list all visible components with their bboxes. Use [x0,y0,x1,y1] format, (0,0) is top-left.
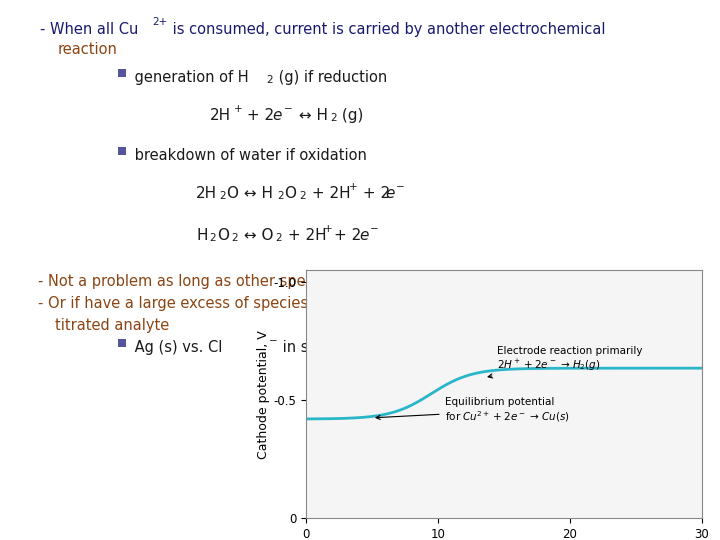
Text: O: O [284,186,296,201]
Text: + 2: + 2 [358,186,390,201]
Text: O ↔ H: O ↔ H [227,186,273,201]
Text: H: H [196,228,207,243]
Text: reaction: reaction [58,42,118,57]
Text: - When all Cu: - When all Cu [40,22,138,37]
Text: +: + [324,224,333,234]
Text: Ag (s) vs. Cl: Ag (s) vs. Cl [130,340,222,355]
Text: titrated analyte: titrated analyte [55,318,169,333]
Text: ↔ H: ↔ H [294,108,328,123]
Text: 2: 2 [275,233,282,243]
Text: + 2H: + 2H [307,186,351,201]
Text: 2: 2 [209,233,215,243]
Text: 2H: 2H [196,186,217,201]
Bar [118,339,126,347]
Text: in solution: in solution [278,340,359,355]
Text: +: + [349,182,358,192]
Text: - Not a problem as long as other species don’t co-deposit: - Not a problem as long as other species… [38,274,458,289]
Text: −: − [396,182,405,192]
Text: e: e [272,108,282,123]
Text: 2: 2 [219,191,225,201]
Text: (g) if reduction: (g) if reduction [274,70,387,85]
Text: - Or if have a large excess of species being used in titrant generation vs.: - Or if have a large excess of species b… [38,296,572,311]
Text: generation of H: generation of H [130,70,248,85]
Y-axis label: Cathode potential, V: Cathode potential, V [258,330,271,458]
Text: 2: 2 [330,113,337,123]
Text: 2: 2 [299,191,305,201]
Text: 2: 2 [266,75,273,85]
Text: −: − [370,224,379,234]
Text: Electrode reaction primarily
$2H^+ + 2e^-$ → $H_2(g)$: Electrode reaction primarily $2H^+ + 2e^… [488,346,643,378]
Bar [118,146,126,154]
Text: e: e [359,228,369,243]
Text: 2+: 2+ [152,17,167,27]
Text: e: e [385,186,395,201]
Text: −: − [284,104,293,114]
Text: + 2H: + 2H [283,228,327,243]
Text: ↔ O: ↔ O [239,228,274,243]
Text: +: + [234,104,243,114]
Text: Equilibrium potential
for $Cu^{2+} + 2e^-$ → $Cu(s)$: Equilibrium potential for $Cu^{2+} + 2e^… [376,397,570,424]
Text: + 2: + 2 [334,228,361,243]
Text: + 2: + 2 [242,108,274,123]
Bar [118,69,126,77]
Text: is consumed, current is carried by another electrochemical: is consumed, current is carried by anoth… [168,22,606,37]
Text: 2H: 2H [210,108,231,123]
Text: 2: 2 [277,191,284,201]
Text: −: − [269,336,278,346]
Text: (g): (g) [337,108,364,123]
Text: O: O [217,228,229,243]
Text: breakdown of water if oxidation: breakdown of water if oxidation [130,148,367,163]
Text: 2: 2 [231,233,238,243]
